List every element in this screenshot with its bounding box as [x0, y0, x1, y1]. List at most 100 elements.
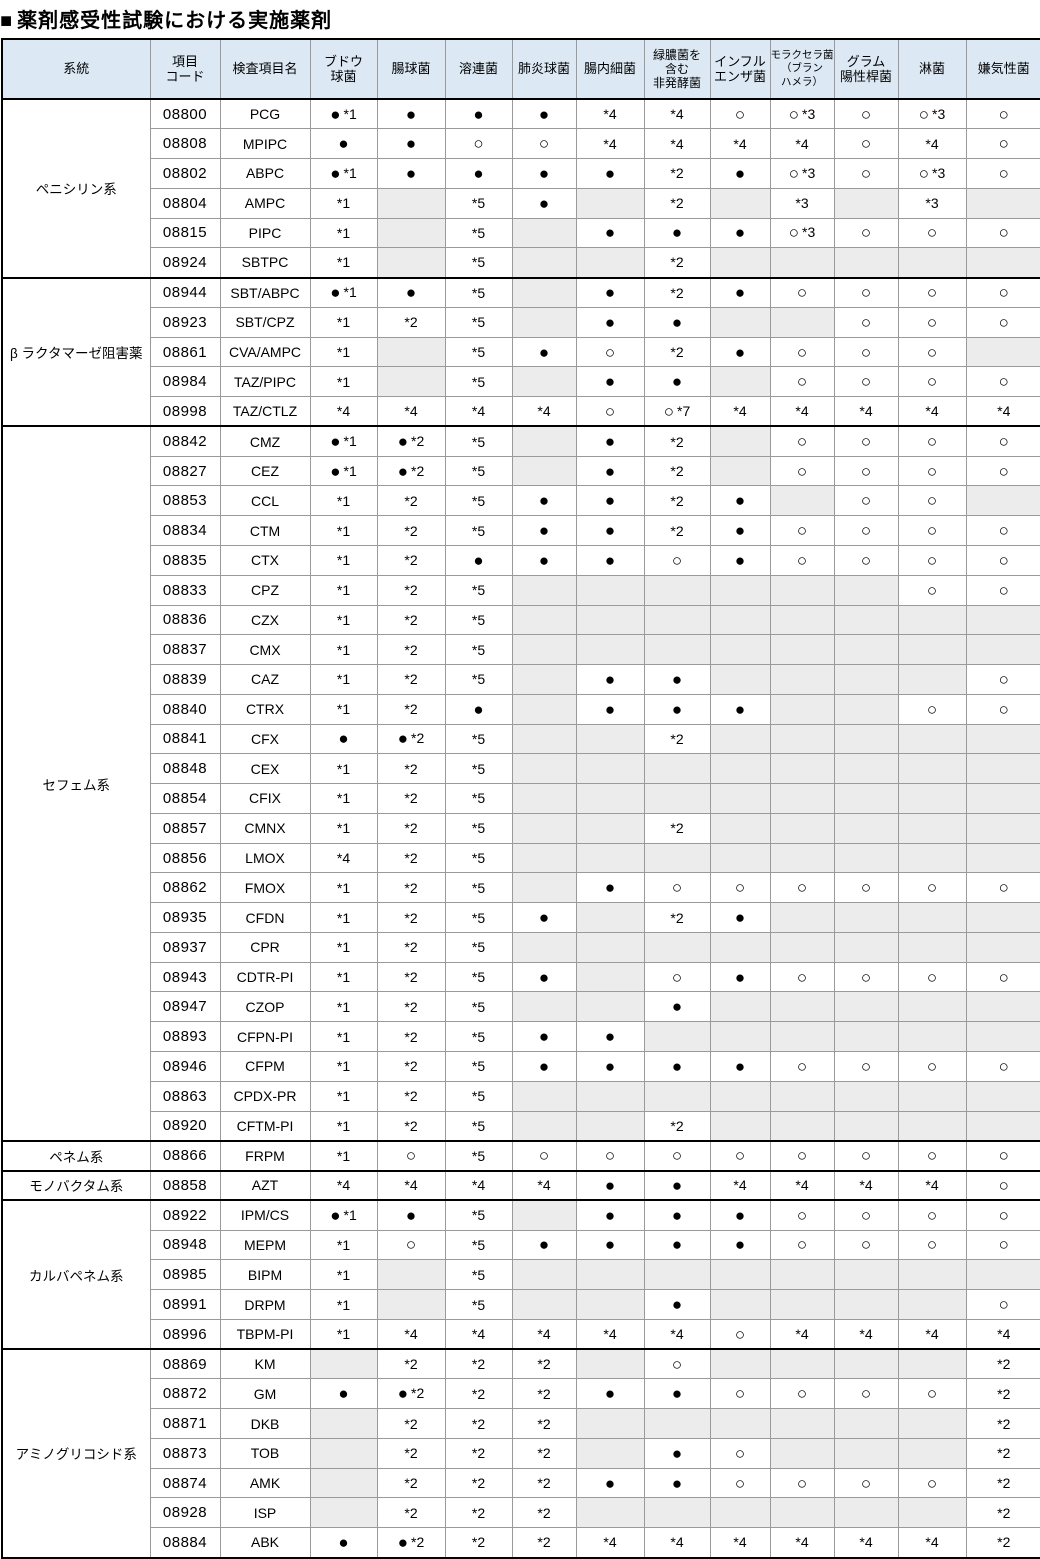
filled-circle-marker: ● [671, 312, 683, 332]
item-code: 08873 [149, 1437, 221, 1469]
footnote-marker: *4 [670, 1534, 684, 1551]
open-circle-marker: ○ [926, 283, 938, 303]
table-row: 08947 CZOP *1 *2 *5 ● [2, 991, 1040, 1023]
susceptibility-cell: *5 [444, 1259, 513, 1291]
footnote-marker: *1 [336, 522, 351, 539]
filled-circle-marker: ● [397, 729, 409, 749]
footnote-marker: *1 [336, 790, 351, 807]
filled-circle-marker: ● [538, 1235, 550, 1255]
open-circle-marker: ○ [860, 550, 872, 570]
open-circle-marker: ○ [860, 1205, 872, 1225]
susceptibility-cell: ● [575, 217, 645, 249]
susceptibility-cell: ○ [965, 693, 1040, 725]
item-code: 08937 [149, 931, 221, 963]
item-code: 08856 [149, 842, 221, 874]
item-code: 08893 [149, 1021, 221, 1052]
susceptibility-cell: *1 [309, 634, 378, 666]
susceptibility-cell [769, 1497, 835, 1529]
footnote-marker: *4 [733, 1177, 747, 1194]
item-name: IPM/CS [219, 1199, 311, 1231]
item-code: 08884 [149, 1527, 221, 1559]
footnote-marker: *2 [537, 1534, 551, 1551]
susceptibility-cell: *5 [444, 574, 513, 606]
susceptibility-cell [709, 306, 771, 338]
susceptibility-cell [769, 1289, 835, 1320]
filled-circle-marker: ● [397, 1532, 409, 1552]
susceptibility-cell: ● [575, 455, 645, 487]
open-circle-marker: ○ [796, 1235, 808, 1255]
susceptibility-cell: ○ [769, 276, 835, 308]
susceptibility-cell: ● *1 [309, 425, 378, 457]
susceptibility-cell: ○ [897, 485, 967, 517]
susceptibility-cell [709, 783, 771, 814]
item-code: 08800 [149, 98, 221, 130]
footnote-marker: *2 [404, 969, 418, 986]
filled-circle-marker: ● [734, 550, 746, 570]
filled-circle-marker: ● [734, 967, 746, 987]
footnote-marker: *1 [336, 1088, 351, 1105]
filled-circle-marker: ● [734, 342, 746, 362]
susceptibility-cell: ○ [833, 1139, 899, 1172]
susceptibility-cell: *5 [444, 872, 513, 904]
susceptibility-cell: *1 [309, 931, 378, 963]
item-code: 08815 [149, 217, 221, 249]
footnote-marker: *2 [471, 1415, 486, 1432]
col-header-haemophilus-influenzae: インフル エンザ菌 [709, 38, 771, 100]
susceptibility-cell [511, 693, 577, 725]
susceptibility-cell: ○ [769, 1199, 835, 1231]
susceptibility-cell: *2 [643, 902, 711, 933]
susceptibility-cell: ● [511, 98, 577, 130]
filled-circle-marker: ● [604, 669, 616, 689]
susceptibility-cell: ○ [643, 961, 711, 993]
footnote-marker: *5 [471, 195, 486, 212]
item-name: CDTR-PI [219, 961, 311, 993]
open-circle-marker: ○ [926, 550, 938, 570]
footnote-marker: *2 [404, 1028, 418, 1045]
susceptibility-cell: ● [709, 485, 771, 517]
col-header-anaerobes: 嫌気性菌 [965, 38, 1040, 100]
susceptibility-cell: ○ [575, 396, 645, 427]
footnote-marker: *1 [343, 105, 357, 122]
susceptibility-cell [575, 604, 645, 636]
footnote-marker: *4 [859, 1534, 873, 1551]
open-circle-marker: ○ [671, 1146, 683, 1166]
open-circle-marker: ○ [860, 521, 872, 541]
open-circle-marker: ○ [926, 1056, 938, 1076]
footnote-marker: *1 [336, 611, 351, 628]
susceptibility-cell: ● [643, 693, 711, 725]
filled-circle-marker: ● [338, 1532, 349, 1552]
item-code: 08842 [149, 425, 221, 457]
susceptibility-cell [833, 1408, 899, 1439]
open-circle-marker: ○ [926, 1384, 938, 1404]
susceptibility-cell [965, 753, 1040, 785]
item-name: CFTM-PI [219, 1110, 311, 1142]
susceptibility-cell [575, 187, 645, 219]
footnote-marker: *5 [471, 314, 486, 331]
susceptibility-cell: *2 [643, 515, 711, 546]
item-name: CPR [219, 931, 311, 963]
susceptibility-cell: *1 [309, 1051, 378, 1082]
item-code: 08866 [149, 1139, 221, 1172]
susceptibility-cell: *1 [309, 753, 378, 785]
susceptibility-cell: *4 [575, 1318, 645, 1350]
susceptibility-cell [511, 991, 577, 1023]
susceptibility-cell [897, 1289, 967, 1320]
susceptibility-cell [511, 217, 577, 249]
susceptibility-cell: *4 [709, 1527, 771, 1559]
filled-circle-marker: ● [671, 1056, 683, 1076]
susceptibility-cell: ○ [833, 276, 899, 308]
col-header-moraxella: モラクセラ菌 （ブラン ハメラ） [769, 38, 835, 100]
footnote-marker: *4 [925, 1534, 939, 1551]
footnote-marker: *1 [336, 552, 351, 569]
susceptibility-cell: *2 [376, 1437, 446, 1469]
susceptibility-cell [769, 1259, 835, 1291]
filled-circle-marker: ● [538, 908, 550, 928]
footnote-marker: *2 [404, 582, 418, 599]
susceptibility-cell: *4 [709, 128, 771, 160]
filled-circle-marker: ● [538, 342, 550, 362]
filled-circle-marker: ● [604, 550, 616, 570]
susceptibility-cell: ○ [897, 1139, 967, 1172]
susceptibility-cell: ● [575, 515, 645, 546]
susceptibility-cell [833, 187, 899, 219]
susceptibility-cell: ○ [511, 1139, 577, 1172]
